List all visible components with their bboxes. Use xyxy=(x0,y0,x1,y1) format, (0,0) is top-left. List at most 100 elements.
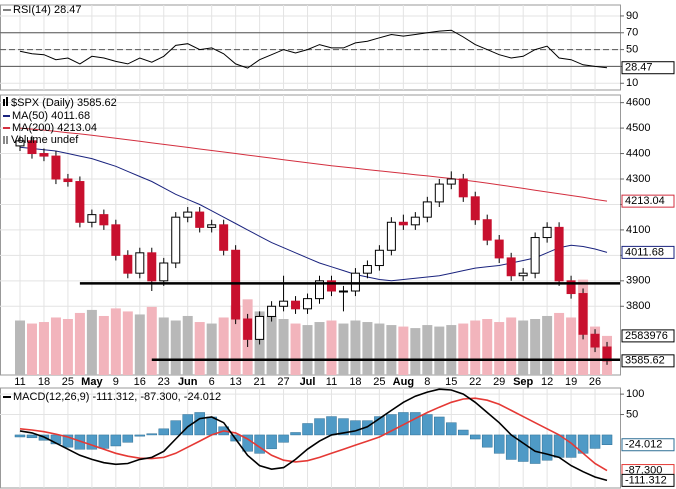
histogram-bar xyxy=(314,418,325,436)
histogram-bar xyxy=(374,416,385,436)
volume-bar xyxy=(206,323,217,375)
legend-label: MA(200) 4213.04 xyxy=(12,122,97,134)
histogram-bar xyxy=(541,434,553,461)
volume-bar xyxy=(146,306,157,375)
candle-body xyxy=(446,178,456,185)
candle-body xyxy=(159,262,169,282)
histogram-bar xyxy=(158,428,170,436)
y-tick-label: 70 xyxy=(626,27,638,39)
candle-body xyxy=(195,211,205,228)
volume-bar xyxy=(506,317,517,375)
histogram-bar xyxy=(350,420,361,436)
candle-body xyxy=(75,181,85,223)
series-line xyxy=(19,29,608,69)
volume-bar xyxy=(218,317,229,375)
histogram-bar xyxy=(134,434,146,437)
candle-body xyxy=(111,224,121,256)
x-tick-label: 27 xyxy=(277,376,289,388)
volume-bar xyxy=(374,323,385,375)
x-tick-label: 16 xyxy=(134,376,146,388)
volume-bar xyxy=(278,319,289,375)
histogram-bar xyxy=(326,416,337,436)
x-tick-label: 18 xyxy=(349,376,361,388)
histogram-bar xyxy=(493,434,505,454)
x-tick-label: 21 xyxy=(253,376,265,388)
volume-bar xyxy=(266,315,277,375)
candle-body xyxy=(303,298,313,310)
y-tick-label: 4100 xyxy=(626,224,650,236)
candle-body xyxy=(267,305,277,317)
volume-bar xyxy=(386,325,397,375)
volume-bar xyxy=(290,323,301,375)
histogram-bar xyxy=(122,434,134,443)
chart-title: MACD(12,26,9) -111.312, -87.300, -24.012 xyxy=(13,391,221,403)
candle-body xyxy=(470,196,480,221)
candle-body xyxy=(338,290,348,293)
x-tick-label: Jul xyxy=(300,376,316,388)
x-tick-label: 18 xyxy=(38,376,50,388)
candle-body xyxy=(542,226,552,239)
end-label-box xyxy=(621,245,675,259)
histogram-bar xyxy=(529,434,541,464)
y-tick-label: 10 xyxy=(626,77,638,89)
candle-body xyxy=(566,280,576,295)
candle-body xyxy=(362,265,372,274)
histogram-bar xyxy=(469,434,481,440)
histogram-bar xyxy=(410,412,421,436)
histogram-bar xyxy=(589,434,601,449)
series-line xyxy=(19,397,608,472)
candle-body xyxy=(207,224,217,228)
candle-body xyxy=(374,249,384,267)
end-label-box xyxy=(621,473,675,487)
candle-body xyxy=(398,221,408,226)
panel-frame xyxy=(0,4,621,91)
candle-body xyxy=(183,211,193,218)
candle-body xyxy=(434,183,444,203)
histogram-bar xyxy=(182,414,193,436)
histogram-bar xyxy=(26,434,38,439)
volume-bar xyxy=(158,317,169,375)
volume-bar xyxy=(446,325,457,375)
end-label-box xyxy=(621,329,675,343)
candle-body xyxy=(231,249,241,320)
volume-bar xyxy=(230,305,241,375)
x-tick-label: 22 xyxy=(469,376,481,388)
x-tick-label: May xyxy=(81,376,103,388)
end-label: 4213.04 xyxy=(625,195,665,207)
candle-body xyxy=(530,237,540,274)
candle-body xyxy=(135,252,145,274)
candle-body xyxy=(506,257,516,277)
candle-body xyxy=(590,333,600,348)
x-tick-label: 25 xyxy=(373,376,385,388)
volume-bar xyxy=(482,319,493,375)
candle-body xyxy=(171,216,181,264)
volume-bar xyxy=(74,312,85,375)
title-icon xyxy=(3,99,5,106)
x-tick-label: 8 xyxy=(424,376,430,388)
histogram-bar xyxy=(146,433,158,436)
legend-swatch xyxy=(3,136,5,144)
series-line xyxy=(19,388,608,482)
histogram-bar xyxy=(110,434,122,447)
y-tick-label: 3800 xyxy=(626,300,650,312)
y-tick-label: 4400 xyxy=(626,147,650,159)
end-label: 2583976 xyxy=(625,330,668,342)
volume-bar xyxy=(434,326,445,375)
volume-bar xyxy=(542,315,553,375)
y-tick-label: 50 xyxy=(626,44,638,56)
histogram-bar xyxy=(446,422,457,436)
y-tick-label: 90 xyxy=(626,10,638,22)
x-tick-label: 9 xyxy=(113,376,119,388)
end-label: -24.012 xyxy=(625,439,662,451)
histogram-bar xyxy=(14,434,26,438)
volume-bar xyxy=(314,322,325,375)
legend-swatch xyxy=(6,136,8,144)
y-tick-label: 3900 xyxy=(626,275,650,287)
legend-label: Volume undef xyxy=(11,134,79,146)
histogram-bar xyxy=(481,434,493,448)
histogram-bar xyxy=(458,429,469,436)
chart-title: $SPX (Daily) 3585.62 xyxy=(11,97,117,109)
candle-body xyxy=(482,219,492,241)
x-tick-label: 11 xyxy=(326,376,337,388)
